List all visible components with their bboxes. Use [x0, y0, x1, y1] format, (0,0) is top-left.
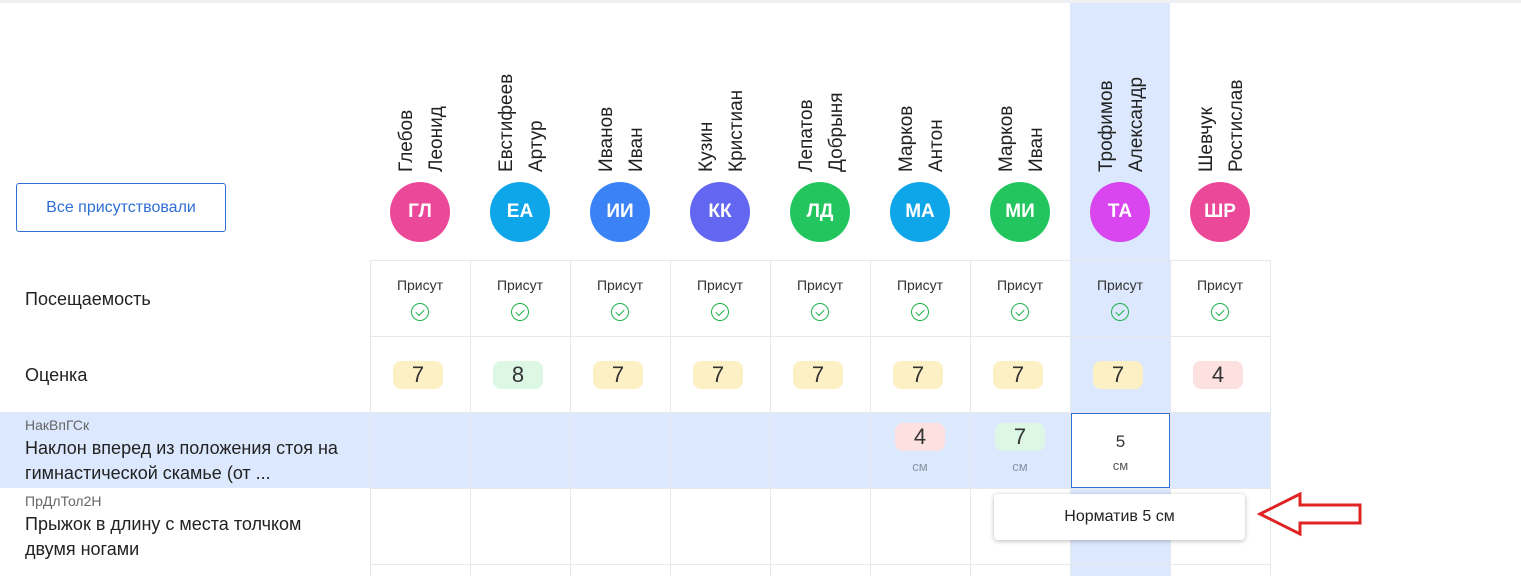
attendance-status[interactable]: Присут: [396, 277, 444, 293]
grid-vertical-line: [570, 260, 571, 576]
grid-vertical-line: [670, 260, 671, 576]
exercise-code: НакВпГСк: [25, 417, 90, 433]
grid-vertical-line: [1270, 260, 1271, 576]
grade-badge[interactable]: 7: [793, 361, 843, 389]
student-name: Шевчук Ростислав: [1170, 0, 1270, 178]
result-unit: см: [912, 459, 928, 474]
grid-vertical-line: [970, 260, 971, 576]
result-unit: см: [1012, 459, 1028, 474]
result-badge[interactable]: 7: [995, 423, 1045, 451]
check-circle-icon[interactable]: [411, 303, 429, 321]
all-present-button[interactable]: Все присутствовали: [16, 183, 226, 232]
check-circle-icon[interactable]: [511, 303, 529, 321]
grade-badge[interactable]: 7: [593, 361, 643, 389]
top-divider: [0, 0, 1521, 3]
attendance-status[interactable]: Присут: [696, 277, 744, 293]
student-name: Евстифеев Артур: [470, 0, 570, 178]
student-last-name: Глебов: [396, 109, 417, 172]
exercise-title[interactable]: Прыжок в длину с места толчком двумя ног…: [25, 514, 302, 559]
result-input-value[interactable]: 5: [1115, 432, 1126, 451]
student-last-name: Иванов: [596, 106, 617, 172]
student-avatar[interactable]: ЕА: [490, 182, 550, 242]
grid-vertical-line: [370, 260, 371, 576]
student-first-name: Александр: [1126, 76, 1147, 172]
check-circle-icon[interactable]: [1111, 303, 1129, 321]
grade-row-label: Оценка: [25, 365, 88, 385]
grid-vertical-line: [470, 260, 471, 576]
student-first-name: Иван: [1026, 127, 1047, 172]
grade-badge[interactable]: 7: [693, 361, 743, 389]
attendance-status[interactable]: Присут: [896, 277, 944, 293]
student-last-name: Шевчук: [1196, 107, 1217, 172]
student-last-name: Марков: [996, 105, 1017, 172]
check-circle-icon[interactable]: [911, 303, 929, 321]
student-name: Кузин Кристиан: [670, 0, 770, 178]
exercise-title[interactable]: Наклон вперед из положения стоя на гимна…: [25, 438, 338, 483]
grid-vertical-line: [870, 260, 871, 576]
check-circle-icon[interactable]: [1011, 303, 1029, 321]
student-first-name: Иван: [626, 127, 647, 172]
red-arrow-annotation: [1256, 491, 1362, 537]
student-name: Марков Антон: [870, 0, 970, 178]
grade-badge[interactable]: 7: [893, 361, 943, 389]
selected-row-highlight: [0, 412, 1270, 488]
grade-badge[interactable]: 8: [493, 361, 543, 389]
student-first-name: Добрыня: [826, 92, 847, 172]
check-circle-icon[interactable]: [711, 303, 729, 321]
student-avatar[interactable]: МА: [890, 182, 950, 242]
student-avatar[interactable]: ТА: [1090, 182, 1150, 242]
student-last-name: Трофимов: [1096, 80, 1117, 172]
student-name: Глебов Леонид: [370, 0, 470, 178]
student-avatar[interactable]: ШР: [1190, 182, 1250, 242]
student-name: Трофимов Александр: [1070, 0, 1170, 178]
student-avatar[interactable]: ИИ: [590, 182, 650, 242]
grid-horizontal-line: [370, 336, 1270, 337]
check-circle-icon[interactable]: [1211, 303, 1229, 321]
grid-vertical-line: [1170, 260, 1171, 576]
student-first-name: Кристиан: [726, 89, 747, 172]
attendance-status[interactable]: Присут: [1096, 277, 1144, 293]
student-avatar[interactable]: ЛД: [790, 182, 850, 242]
student-avatar[interactable]: КК: [690, 182, 750, 242]
student-first-name: Ростислав: [1226, 79, 1247, 172]
check-circle-icon[interactable]: [611, 303, 629, 321]
exercise-code: ПрДлТол2Н: [25, 493, 102, 509]
attendance-status[interactable]: Присут: [996, 277, 1044, 293]
result-badge[interactable]: 4: [895, 423, 945, 451]
grade-badge[interactable]: 7: [1093, 361, 1143, 389]
grid-horizontal-line: [370, 488, 1270, 489]
grid-vertical-line: [770, 260, 771, 576]
student-first-name: Антон: [926, 119, 947, 172]
student-last-name: Кузин: [696, 121, 717, 172]
result-input-cell[interactable]: 5 см: [1071, 413, 1170, 488]
grid-horizontal-line: [370, 260, 1270, 261]
attendance-status[interactable]: Присут: [796, 277, 844, 293]
attendance-status[interactable]: Присут: [496, 277, 544, 293]
grade-badge[interactable]: 4: [1193, 361, 1243, 389]
grade-badge[interactable]: 7: [993, 361, 1043, 389]
grid-vertical-line: [1070, 260, 1071, 576]
result-input-unit: см: [1112, 458, 1129, 473]
student-avatar[interactable]: ГЛ: [390, 182, 450, 242]
student-first-name: Артур: [526, 120, 547, 172]
grade-badge[interactable]: 7: [393, 361, 443, 389]
grid-horizontal-line: [370, 564, 1270, 565]
attendance-status[interactable]: Присут: [1196, 277, 1244, 293]
student-last-name: Евстифеев: [496, 73, 517, 172]
attendance-status[interactable]: Присут: [596, 277, 644, 293]
student-avatar[interactable]: МИ: [990, 182, 1050, 242]
grid-horizontal-line: [370, 412, 1270, 413]
norm-tooltip: Норматив 5 см: [994, 494, 1245, 540]
check-circle-icon[interactable]: [811, 303, 829, 321]
student-name: Марков Иван: [970, 0, 1070, 178]
attendance-row-label: Посещаемость: [25, 289, 151, 309]
student-name: Лепатов Добрыня: [770, 0, 870, 178]
student-first-name: Леонид: [426, 106, 447, 172]
student-name: Иванов Иван: [570, 0, 670, 178]
student-last-name: Марков: [896, 105, 917, 172]
student-last-name: Лепатов: [796, 99, 817, 172]
